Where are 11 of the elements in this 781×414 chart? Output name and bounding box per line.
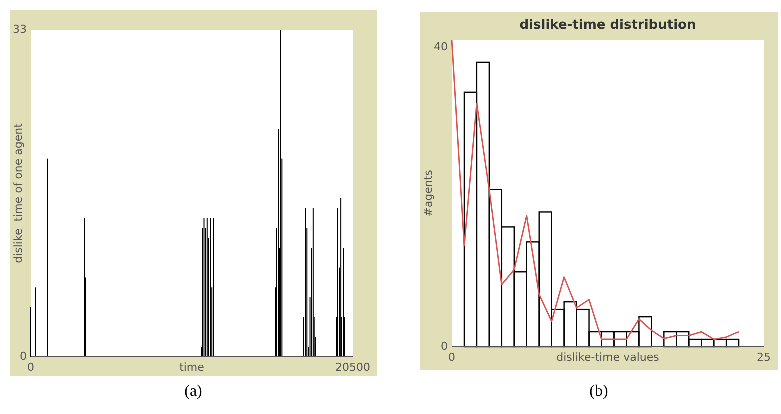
text: (a) — [184, 383, 202, 400]
y-axis-title: #agents — [422, 170, 435, 217]
y-tick-label: 40 — [434, 40, 448, 54]
x-tick-label: 25 — [757, 351, 771, 364]
x-tick-label: 20500 — [336, 361, 370, 374]
text: (b) — [590, 383, 608, 400]
x-axis-title: dislike-time values — [556, 351, 660, 364]
chart-title: dislike-time distribution — [520, 18, 696, 33]
y-axis-title: dislike time of one agent — [12, 122, 25, 264]
x-axis-title: time — [180, 361, 205, 374]
y-tick-label: 33 — [13, 23, 27, 36]
